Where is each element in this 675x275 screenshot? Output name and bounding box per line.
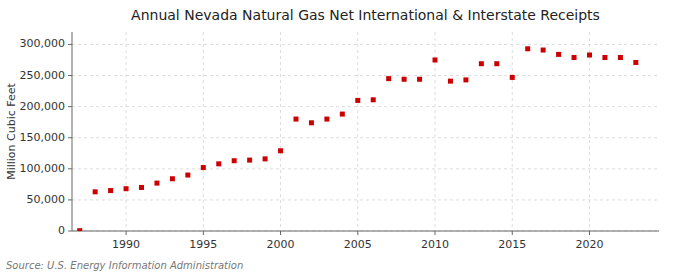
y-tick — [68, 199, 72, 200]
y-grid-line — [72, 137, 659, 138]
y-tick — [68, 106, 72, 107]
point — [633, 60, 638, 65]
y-tick-label: 300,000 — [20, 37, 66, 50]
y-tick — [68, 44, 72, 45]
y-grid-line — [72, 168, 659, 169]
x-grid-line — [589, 32, 590, 231]
grid — [72, 32, 659, 231]
point — [278, 148, 283, 153]
point — [556, 52, 561, 57]
point — [170, 176, 175, 181]
chart: 0 50,000 100,000 150,000 200,000 250,000 300,0… — [0, 0, 675, 275]
y-grid-line — [72, 231, 659, 232]
point — [479, 61, 484, 66]
x-grid-line — [280, 32, 281, 231]
x-axis-line — [72, 231, 659, 232]
point — [247, 158, 252, 163]
x-tick-label: 1995 — [189, 238, 217, 251]
point — [263, 156, 268, 161]
point — [201, 165, 206, 170]
source-note: Source: U.S. Energy Information Administ… — [6, 260, 243, 271]
x-grid-line — [357, 32, 358, 231]
point — [124, 186, 129, 191]
x-tick — [589, 231, 590, 235]
point — [340, 112, 345, 117]
y-tick-label: 100,000 — [20, 162, 66, 175]
y-grid-line — [72, 199, 659, 200]
points — [77, 46, 638, 231]
title: Annual Nevada Natural Gas Net Internatio… — [131, 7, 600, 23]
x-tick-label: 2020 — [575, 238, 603, 251]
point — [108, 188, 113, 193]
point — [293, 117, 298, 122]
point — [216, 161, 221, 166]
point — [510, 75, 515, 80]
y-tick-label: 150,000 — [20, 131, 66, 144]
point — [386, 76, 391, 81]
point — [309, 120, 314, 125]
point — [494, 61, 499, 66]
point — [402, 77, 407, 82]
point — [525, 46, 530, 51]
x-tick — [203, 231, 204, 235]
y-grid-line — [72, 106, 659, 107]
x-tick — [126, 231, 127, 235]
x-tick — [435, 231, 436, 235]
point — [77, 228, 82, 231]
point — [93, 189, 98, 194]
point — [541, 48, 546, 53]
x-grid-line — [126, 32, 127, 231]
y-tick-label: 250,000 — [20, 69, 66, 82]
point — [185, 173, 190, 178]
x-grid-line — [203, 32, 204, 231]
point — [433, 57, 438, 62]
point — [587, 53, 592, 58]
x-tick — [357, 231, 358, 235]
point — [324, 117, 329, 122]
y-tick-label: 0 — [58, 224, 65, 237]
x-tick-label: 2010 — [421, 238, 449, 251]
x-tick-label: 1990 — [112, 238, 140, 251]
x-tick-label: 2015 — [498, 238, 526, 251]
point — [139, 185, 144, 190]
point — [355, 98, 360, 103]
y-axis-label: Million Cubic Feet — [5, 82, 18, 179]
y-tick — [68, 75, 72, 76]
x-tick-label: 2000 — [267, 238, 295, 251]
x-tick-label: 2005 — [344, 238, 372, 251]
y-grid-line — [72, 44, 659, 45]
y-grid-line — [72, 75, 659, 76]
y-tick-label: 200,000 — [20, 100, 66, 113]
point — [371, 97, 376, 102]
y-tick-label: 50,000 — [27, 193, 66, 206]
point — [463, 77, 468, 82]
point — [602, 55, 607, 60]
x-grid-line — [512, 32, 513, 231]
y-tick — [68, 137, 72, 138]
y-tick — [68, 168, 72, 169]
point — [448, 79, 453, 84]
point — [232, 158, 237, 163]
x-tick — [512, 231, 513, 235]
point — [572, 55, 577, 60]
x-tick — [280, 231, 281, 235]
point — [154, 181, 159, 186]
point — [618, 55, 623, 60]
y-axis-line — [72, 32, 73, 231]
y-tick — [68, 231, 72, 232]
point — [417, 77, 422, 82]
